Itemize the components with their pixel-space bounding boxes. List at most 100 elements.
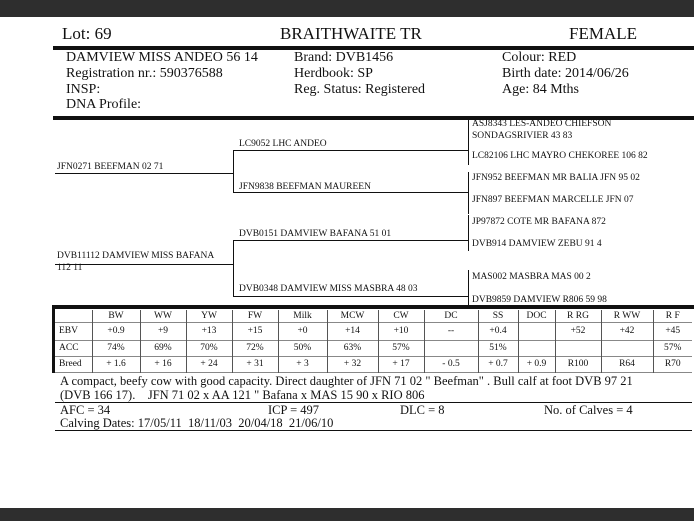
header-cell <box>55 310 92 322</box>
lot-number: Lot: 69 <box>62 24 112 43</box>
cell: 69% <box>139 340 186 356</box>
breeder-name: BRAITHWAITE TR <box>280 24 422 43</box>
comment-line: A compact, beefy cow with good capacity.… <box>60 374 633 388</box>
ebv-table: BW WW YW FW Milk MCW CW DC SS DOC R RG R WW R F EBV +… <box>55 310 692 373</box>
cell <box>554 340 601 356</box>
bottom-bar <box>0 508 694 521</box>
cell: + 32 <box>326 356 378 372</box>
insp: INSP: <box>66 82 101 97</box>
cell: ACC <box>59 343 79 353</box>
dam-dam: DVB0348 DAMVIEW MISS MASBRA 48 03 <box>239 284 418 294</box>
cell: + 3 <box>277 356 327 372</box>
great-grandparent: DVB9859 DAMVIEW R806 59 98 <box>472 295 607 305</box>
header-cell: R WW <box>600 310 653 322</box>
icp: ICP = 497 <box>268 403 320 417</box>
cell: +14 <box>326 322 378 340</box>
great-grandparent: JFN897 BEEFMAN MARCELLE JFN 07 <box>472 195 634 205</box>
header-cell: BW <box>91 310 140 322</box>
divider <box>55 430 692 431</box>
cell: +52 <box>554 322 601 340</box>
cell: 74% <box>91 340 140 356</box>
header-cell: MCW <box>326 310 378 322</box>
colour: Colour: RED <box>502 50 577 65</box>
cell: +10 <box>377 322 424 340</box>
reg-status: Reg. Status: Registered <box>294 82 426 97</box>
cell: 72% <box>231 340 278 356</box>
cell: R70 <box>652 356 692 372</box>
cell: + 16 <box>139 356 186 372</box>
pedigree-line <box>233 192 468 193</box>
table-row: ACC 74% 69% 70% 72% 50% 63% 57% 51% 57% <box>55 340 692 356</box>
age: Age: 84 Mths <box>502 82 579 97</box>
header-cell: CW <box>377 310 424 322</box>
cell: +42 <box>600 322 653 340</box>
dam-sire: DVB0151 DAMVIEW BAFANA 51 01 <box>239 229 392 239</box>
cell: + 24 <box>185 356 232 372</box>
afc: AFC = 34 <box>60 403 111 417</box>
header-cell: FW <box>231 310 278 322</box>
header-cell: DOC <box>517 310 555 322</box>
pedigree-line <box>233 240 234 297</box>
table-row: Breed + 1.6 + 16 + 24 + 31 + 3 + 32 + 17- 0.5 + … <box>55 356 692 372</box>
table-header-row: BW WW YW FW Milk MCW CW DC SS DOC R RG R WW R F <box>55 310 692 322</box>
cell <box>423 340 478 356</box>
cell: 50% <box>277 340 327 356</box>
sex: FEMALE <box>569 24 637 43</box>
pedigree-line <box>468 172 469 214</box>
cell: + 1.6 <box>91 356 140 372</box>
cell: 70% <box>185 340 232 356</box>
pedigree-line <box>233 150 468 151</box>
sire: JFN0271 BEEFMAN 02 71 <box>57 162 164 172</box>
header-cell: Milk <box>277 310 327 322</box>
divider <box>52 305 55 373</box>
cell <box>600 340 653 356</box>
cell: + 0.7 <box>477 356 518 372</box>
table-row: EBV +0.9 +9 +13 +15 +0 +14 +10 -- +0.4 +52 +42 +45 <box>55 322 692 340</box>
cell: +13 <box>185 322 232 340</box>
cell: +15 <box>231 322 278 340</box>
great-grandparent: JFN952 BEEFMAN MR BALIA JFN 95 02 <box>472 173 640 183</box>
top-bar <box>0 0 694 17</box>
birth-date: Birth date: 2014/06/26 <box>502 66 629 81</box>
pedigree-line <box>233 240 468 241</box>
header-cell: DC <box>423 310 478 322</box>
cell: +0.4 <box>477 322 518 340</box>
pedigree-line <box>468 215 469 251</box>
header-cell: SS <box>477 310 518 322</box>
dlc: DLC = 8 <box>400 403 445 417</box>
cell: R64 <box>600 356 653 372</box>
herdbook: Herdbook: SP <box>294 66 373 81</box>
cell: R100 <box>554 356 601 372</box>
pedigree-line <box>233 296 468 297</box>
animal-name: DAMVIEW MISS ANDEO 56 14 <box>66 50 258 65</box>
dam: DVB11112 DAMVIEW MISS BAFANA 112 11 <box>57 251 214 273</box>
cell: + 31 <box>231 356 278 372</box>
cell: 57% <box>377 340 424 356</box>
great-grandparent: JP97872 COTE MR BAFANA 872 <box>472 217 606 227</box>
divider <box>52 305 694 309</box>
cell: 63% <box>326 340 378 356</box>
cell: + 0.9 <box>517 356 555 372</box>
cell: +0.9 <box>91 322 140 340</box>
cell: 51% <box>477 340 518 356</box>
cell: - 0.5 <box>423 356 478 372</box>
pedigree-line <box>468 270 469 306</box>
dna-profile: DNA Profile: <box>66 97 142 112</box>
pedigree-line <box>233 150 234 193</box>
great-grandparent: DVB914 DAMVIEW ZEBU 91 4 <box>472 239 602 249</box>
cell <box>517 340 555 356</box>
pedigree-line <box>55 264 233 265</box>
divider <box>53 116 694 120</box>
brand: Brand: DVB1456 <box>294 50 394 65</box>
cell: +45 <box>652 322 692 340</box>
great-grandparent: LC82106 LHC MAYRO CHEKOREE 106 82 <box>472 151 648 161</box>
cell: 57% <box>652 340 692 356</box>
comment-line: (DVB 166 17). JFN 71 02 x AA 121 " Bafan… <box>60 388 425 402</box>
cell: -- <box>423 322 478 340</box>
cell: + 17 <box>377 356 424 372</box>
registration: Registration nr.: 590376588 <box>66 66 223 81</box>
header-cell: R RG <box>554 310 601 322</box>
cell: +0 <box>277 322 327 340</box>
header-cell: YW <box>185 310 232 322</box>
cell: Breed <box>59 359 82 369</box>
